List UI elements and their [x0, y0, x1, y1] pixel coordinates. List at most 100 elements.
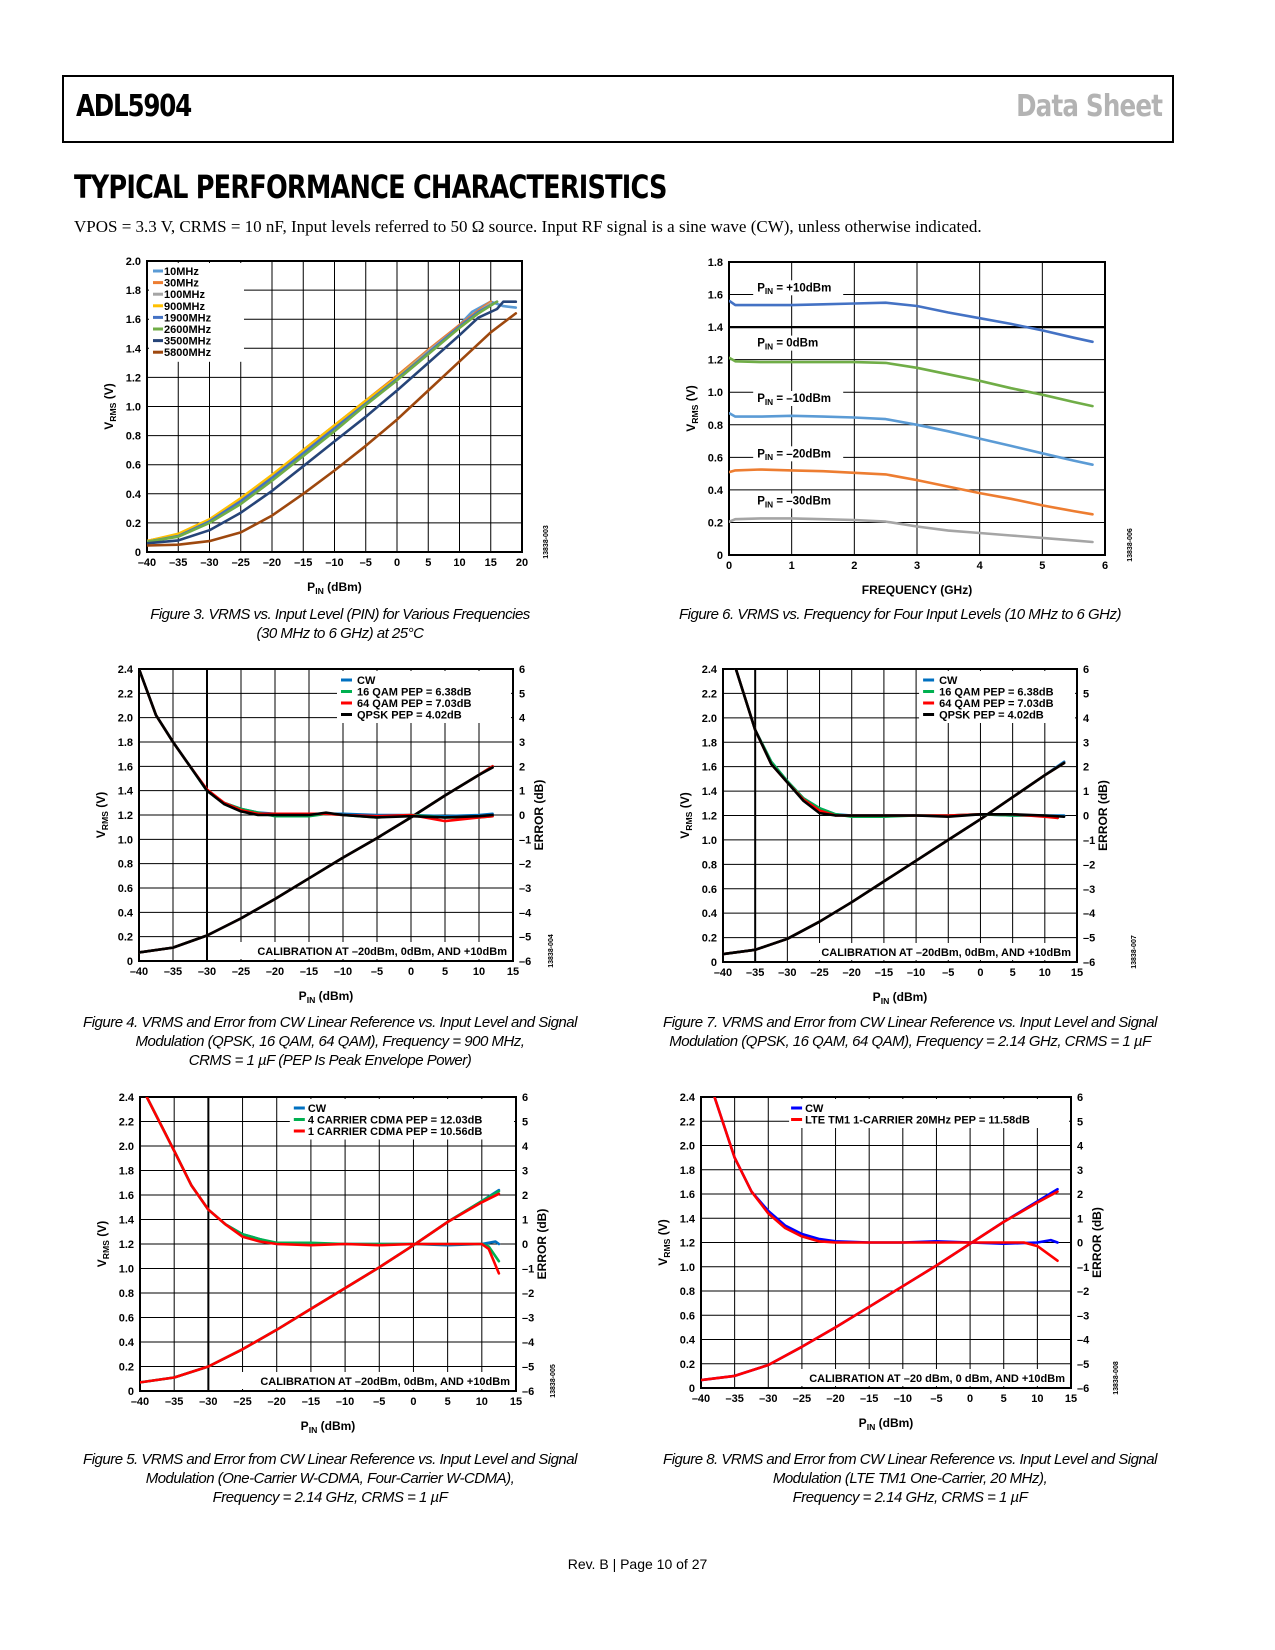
x-axis-label: PIN (dBm)	[301, 1419, 356, 1435]
y-tick-label: 0.2	[118, 932, 133, 944]
calibration-note: CALIBRATION AT –20dBm, 0dBm, AND +10dBm	[821, 947, 1071, 959]
plot-frame	[722, 668, 1078, 963]
x-tick-label: 10	[476, 1396, 488, 1408]
x-tick-label: 5	[442, 966, 448, 978]
figure-8-caption: Figure 8. VRMS and Error from CW Linear …	[650, 1450, 1170, 1507]
y2-tick-label: 6	[519, 664, 525, 676]
y-tick-label: 1.4	[708, 322, 724, 334]
x-tick-label: –10	[325, 557, 343, 569]
chart-fig4: –40 –35 –30 –25 –20 –15 –10 –5 0 5 10 1500.20.40.60…	[94, 664, 555, 1005]
y2-tick-label: –5	[1083, 933, 1095, 945]
legend-label: QPSK PEP = 4.02dB	[939, 710, 1044, 722]
y-tick-label: 1.6	[680, 1189, 695, 1201]
y2-tick-label: –5	[522, 1362, 534, 1374]
y2-axis-label: ERROR (dB)	[1096, 780, 1110, 851]
y2-tick-label: 5	[519, 688, 525, 700]
y-tick-label: 0.8	[680, 1286, 695, 1298]
y2-tick-label: 1	[522, 1215, 528, 1227]
y2-tick-label: 3	[519, 737, 525, 749]
legend-label: 30MHz	[164, 278, 199, 290]
legend-label: 16 QAM PEP = 6.38dB	[939, 687, 1053, 699]
caption-line: Modulation (QPSK, 16 QAM, 64 QAM), Frequ…	[135, 1033, 525, 1050]
x-tick-label: 0	[726, 560, 732, 572]
plot-area	[723, 669, 1066, 956]
figure-code: 13838-003	[543, 525, 550, 559]
x-tick-label: 10	[453, 557, 465, 569]
plot-frame	[700, 1096, 1072, 1389]
figure-code: 13838-006	[1127, 528, 1134, 562]
y-tick-label: 1.8	[708, 257, 723, 269]
plot-area	[139, 669, 494, 954]
chart-fig3: –40 –35 –30 –25 –20 –15 –10 –5 0 5 10 15 20 0 0.2 0.4 0.…	[102, 256, 550, 596]
caption-line: Figure 7. VRMS and Error from CW Linear …	[663, 1014, 1157, 1031]
y2-tick-label: 6	[1083, 664, 1089, 676]
legend-label: 2600MHz	[164, 324, 212, 336]
plot-area	[147, 300, 518, 547]
y2-tick-label: –4	[522, 1337, 535, 1349]
y2-tick-label: –3	[1083, 884, 1095, 896]
x-tick-label: 15	[1065, 1393, 1077, 1405]
x-tick-label: –15	[294, 557, 312, 569]
calibration-note-bg	[789, 943, 1075, 960]
y-tick-label: 1.4	[119, 1215, 135, 1227]
series-line	[729, 517, 1094, 544]
y-axis-label: VRMS (V)	[102, 383, 118, 430]
figure-code: 13838-004	[548, 934, 555, 968]
y2-tick-label: –5	[1077, 1359, 1089, 1371]
series-line	[147, 300, 499, 544]
x-tick-label: –40	[692, 1393, 710, 1405]
y-tick-label: 0.2	[126, 518, 141, 530]
plot-frame	[146, 260, 523, 553]
y-tick-label: 1.2	[702, 811, 717, 823]
x-tick-label: 10	[1031, 1393, 1043, 1405]
y2-tick-label: 5	[1077, 1116, 1083, 1128]
series-annotation: PIN = –30dBm	[757, 496, 831, 510]
series-line	[139, 764, 494, 954]
y2-tick-label: 1	[1077, 1213, 1083, 1225]
y-tick-label: 0.4	[126, 489, 142, 501]
y2-tick-label: 0	[522, 1239, 528, 1251]
legend-label: 3500MHz	[164, 336, 212, 348]
x-tick-label: 0	[967, 1393, 973, 1405]
y2-tick-label: –2	[1083, 859, 1095, 871]
x-axis-label: PIN (dBm)	[859, 1416, 914, 1432]
series-line	[140, 1188, 501, 1384]
series-annotation: PIN = 0dBm	[757, 338, 818, 352]
y-tick-label: 0	[127, 956, 133, 968]
y-tick-label: 2.0	[126, 256, 141, 268]
x-tick-label: –15	[300, 966, 318, 978]
x-tick-label: 5	[1039, 560, 1045, 572]
y-tick-label: 2.4	[118, 664, 134, 676]
x-tick-label: –30	[778, 967, 796, 979]
series-line	[139, 764, 494, 954]
y-tick-label: 2.4	[680, 1092, 696, 1104]
y-tick-label: 1.2	[708, 355, 723, 367]
legend-label: LTE TM1 1-CARRIER 20MHz PEP = 11.58dB	[805, 1115, 1030, 1127]
x-tick-label: –5	[371, 966, 383, 978]
x-tick-label: –40	[130, 966, 148, 978]
x-tick-label: 15	[507, 966, 519, 978]
y-tick-label: 0.8	[702, 859, 717, 871]
y-tick-label: 0.2	[702, 933, 717, 945]
x-axis-label: PIN (dBm)	[873, 990, 928, 1006]
y2-tick-label: –1	[1083, 835, 1095, 847]
chart-fig6: 0 1 2 3 4 5 6 0 0.2 0.4 0.6 0.8 1.0 1.2 1.4 1.6 1.8 FREQU…	[684, 257, 1134, 597]
x-tick-label: –35	[725, 1393, 743, 1405]
y2-tick-label: –2	[519, 859, 531, 871]
legend-label: 64 QAM PEP = 7.03dB	[357, 698, 471, 710]
y2-tick-label: –1	[522, 1264, 534, 1276]
legend-box	[289, 1099, 514, 1140]
y2-tick-label: 5	[1083, 688, 1089, 700]
y2-tick-label: –2	[522, 1288, 534, 1300]
x-tick-label: –15	[302, 1396, 320, 1408]
y2-tick-label: –6	[522, 1386, 534, 1398]
y-tick-label: 0	[135, 547, 141, 559]
y-tick-label: 1.4	[702, 786, 718, 798]
series-line	[139, 764, 494, 954]
x-tick-label: 15	[510, 1396, 522, 1408]
y-tick-label: 0.8	[118, 859, 133, 871]
legend-label: CW	[805, 1103, 824, 1115]
x-tick-label: –30	[198, 966, 216, 978]
x-tick-label: –20	[826, 1393, 844, 1405]
series-annotation: PIN = –10dBm	[757, 393, 831, 407]
